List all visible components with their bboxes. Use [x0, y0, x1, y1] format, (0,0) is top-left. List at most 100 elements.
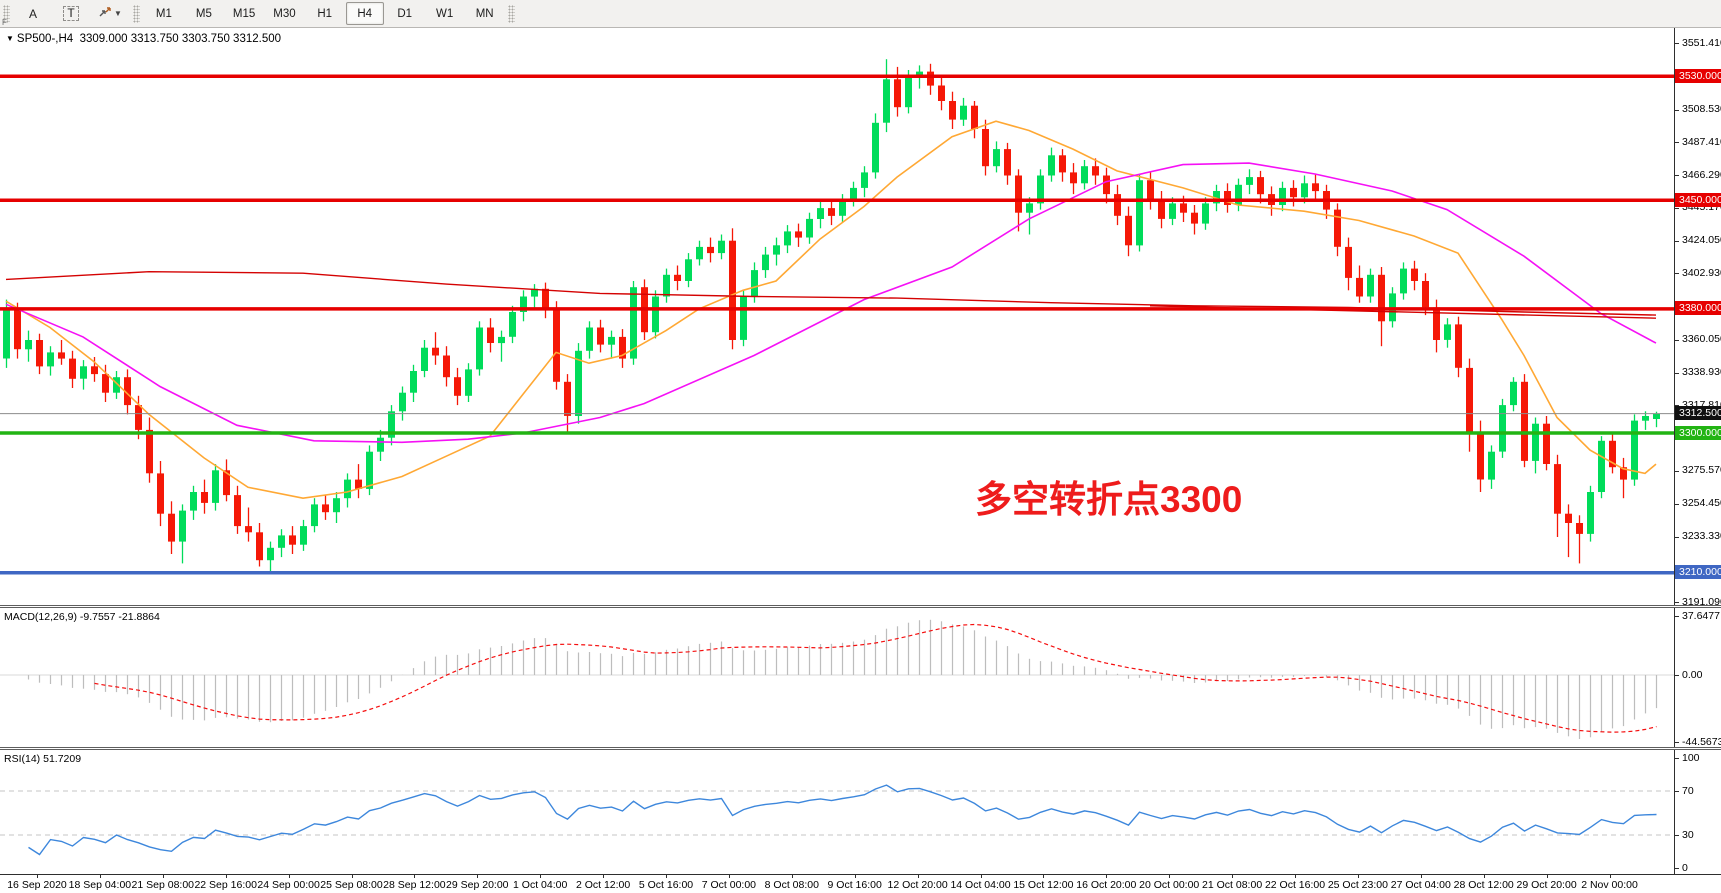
panel-splitter-1[interactable] — [0, 605, 1721, 608]
label-tool-button[interactable]: A — [28, 6, 37, 21]
price-tick-label: 3487.410 — [1682, 135, 1721, 148]
axis-tick — [1675, 339, 1679, 341]
time-label: 20 Oct 00:00 — [1139, 879, 1200, 891]
time-label: 18 Sep 04:00 — [68, 879, 132, 891]
main-chart-canvas[interactable]: 多空转折点3300 — [0, 28, 1674, 605]
price-tick-label: 3338.930 — [1682, 366, 1721, 379]
timeframe-button-m1[interactable]: M1 — [155, 7, 172, 20]
dock-label-f: F — [2, 18, 7, 27]
time-label: 16 Oct 20:00 — [1076, 879, 1137, 891]
time-label: 28 Oct 12:00 — [1453, 879, 1514, 891]
rsi-canvas[interactable] — [0, 750, 1674, 874]
price-tick-label: 3191.090 — [1682, 595, 1721, 608]
axis-tick — [1675, 791, 1679, 792]
price-tick-label: 3275.570 — [1682, 464, 1721, 477]
timeframe-button-h4[interactable]: H4 — [345, 2, 384, 25]
time-tick — [1357, 875, 1359, 878]
rsi-value: 51.7209 — [43, 753, 82, 765]
time-label: 28 Sep 12:00 — [383, 879, 446, 891]
time-label: 21 Sep 08:00 — [131, 879, 195, 891]
time-tick — [854, 875, 856, 878]
time-tick — [162, 875, 164, 878]
time-label: 24 Sep 00:00 — [257, 879, 320, 891]
axis-tick — [1675, 43, 1679, 44]
rsi-panel: RSI(14) 51.7209 100 70 30 0 — [0, 750, 1721, 874]
axis-tick — [1675, 372, 1679, 374]
axis-tick — [1675, 835, 1679, 836]
toolbar: F A T ▼ M1 M5 M15 M30 H1 H4 D1 W1 MN — [0, 0, 1721, 28]
time-label: 16 Sep 2020 — [7, 879, 67, 891]
timeframe-button-w1[interactable]: W1 — [436, 7, 454, 20]
axis-tick — [1675, 470, 1679, 472]
time-label: 8 Oct 08:00 — [764, 879, 819, 891]
axis-tick — [1675, 616, 1679, 617]
price-axis[interactable]: 3551.4103508.5303487.4103466.2903445.170… — [1674, 28, 1721, 608]
toolbar-grip[interactable] — [3, 4, 10, 23]
timeframe-button-d1[interactable]: D1 — [397, 7, 413, 20]
axis-tick — [1675, 405, 1679, 407]
rsi-tick-label: 100 — [1682, 751, 1700, 764]
macd-canvas[interactable] — [0, 608, 1674, 747]
timeframe-button-mn[interactable]: MN — [475, 7, 494, 20]
symbol-dropdown-icon[interactable]: ▼ — [6, 34, 14, 43]
text-tool-button[interactable]: T — [53, 2, 89, 25]
cycle-icon — [98, 6, 112, 21]
macd-tick-label: 0.00 — [1682, 668, 1703, 681]
time-label: 29 Oct 20:00 — [1516, 879, 1577, 891]
rsi-label: RSI(14) 51.7209 — [4, 753, 82, 765]
timeframe-group: M1 M5 M15 M30 H1 H4 D1 W1 MN — [144, 2, 505, 25]
macd-tick-label: 37.6477 — [1682, 609, 1720, 622]
axis-tick — [1675, 273, 1679, 275]
time-label: 15 Oct 12:00 — [1013, 879, 1074, 891]
time-label: 25 Sep 08:00 — [320, 879, 383, 891]
axis-tick — [1675, 675, 1679, 676]
price-badge: 3530.000 — [1675, 68, 1721, 83]
time-label: 5 Oct 16:00 — [638, 879, 694, 891]
toolbar-grip-3[interactable] — [507, 4, 515, 23]
timeframe-button-m30[interactable]: M30 — [273, 7, 296, 20]
time-tick — [414, 875, 416, 878]
price-tick-label: 3233.330 — [1682, 530, 1721, 542]
timeframe-button-m15[interactable]: M15 — [232, 7, 256, 20]
ohlc-values-label: 3309.000 3313.750 3303.750 3312.500 — [79, 33, 282, 45]
toolbar-grip-2[interactable] — [132, 4, 140, 23]
time-tick — [603, 875, 605, 878]
ma-slow-magenta — [5, 162, 1657, 444]
symbol-timeframe-label: SP500-,H4 — [16, 33, 74, 45]
main-chart-panel: ▼ SP500-,H4 3309.000 3313.750 3303.750 33… — [0, 28, 1721, 608]
axis-tick — [1675, 175, 1679, 177]
macd-label: MACD(12,26,9) -9.7557 -21.8864 — [4, 611, 160, 623]
cycle-tool-button[interactable]: ▼ — [91, 2, 129, 25]
timeframe-button-h1[interactable]: H1 — [317, 7, 333, 20]
axis-tick — [1675, 240, 1679, 242]
chart-title: ▼ SP500-,H4 3309.000 3313.750 3303.750 33… — [6, 33, 281, 45]
price-tick-label: 3360.050 — [1682, 333, 1721, 346]
axis-tick — [1675, 868, 1679, 869]
price-tick-label: 3402.930 — [1682, 266, 1721, 279]
price-tick-label: 3424.050 — [1682, 234, 1721, 247]
time-tick — [288, 875, 290, 878]
axis-tick — [1675, 503, 1679, 505]
ma-fast-orange — [5, 120, 1657, 500]
time-label: 2 Nov 00:00 — [1581, 879, 1638, 891]
time-label: 21 Oct 08:00 — [1202, 879, 1263, 891]
panel-splitter-2[interactable] — [0, 747, 1721, 750]
time-tick — [666, 875, 667, 878]
price-badge: 3380.000 — [1675, 301, 1721, 316]
time-tick — [477, 875, 479, 878]
time-tick — [37, 875, 38, 878]
rsi-axis[interactable]: 100 70 30 0 — [1674, 750, 1721, 874]
time-label: 9 Oct 16:00 — [827, 879, 882, 891]
axis-tick — [1675, 536, 1679, 538]
time-tick — [1609, 875, 1611, 878]
timeframe-button-m5[interactable]: M5 — [195, 7, 212, 20]
price-badge: 3312.500 — [1675, 406, 1721, 421]
time-axis[interactable]: 16 Sep 2020 18 Sep 04:00 21 Sep 08:00 22 Se… — [0, 874, 1721, 893]
macd-axis[interactable]: 37.6477 0.00 -44.5673 — [1674, 608, 1721, 748]
time-label: 27 Oct 04:00 — [1390, 879, 1451, 891]
axis-tick — [1675, 142, 1679, 144]
rsi-tick-label: 0 — [1682, 861, 1688, 874]
time-tick — [1483, 875, 1485, 878]
time-label: 12 Oct 20:00 — [887, 879, 948, 891]
macd-signal-line — [94, 623, 1657, 733]
